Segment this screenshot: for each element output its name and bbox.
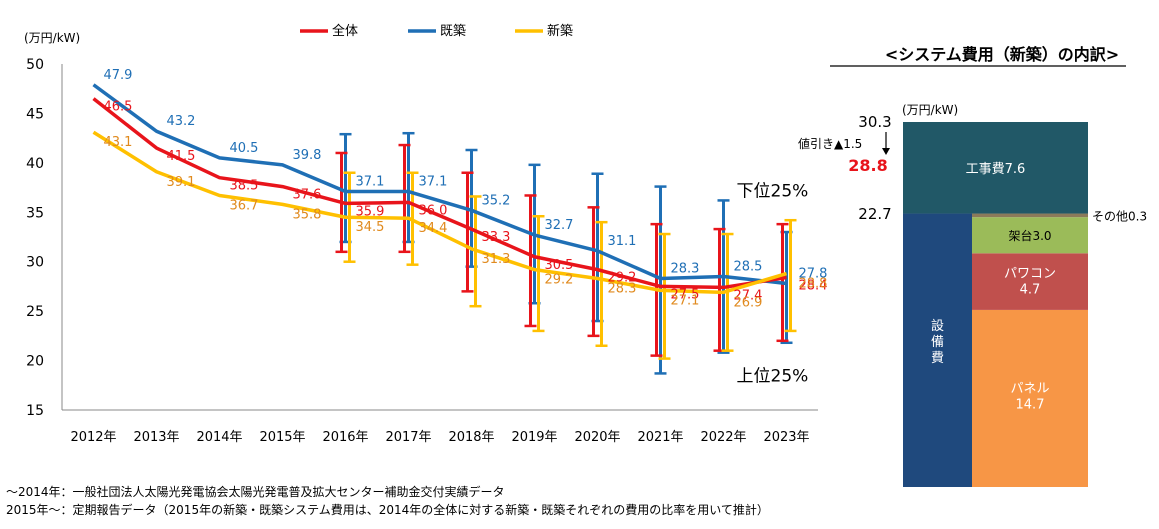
- breakdown-unit-label: (万円/kW): [902, 103, 958, 117]
- series-line: [92, 97, 787, 290]
- legend-label: 新築: [547, 23, 573, 39]
- pcs-label: パワコン 4.7: [1004, 267, 1056, 298]
- data-label: 31.3: [482, 252, 511, 267]
- annotation-label: 上位25%: [737, 366, 809, 386]
- data-label: 43.1: [104, 135, 133, 150]
- breakdown-title: <システム費用（新築）の内訳>: [885, 45, 1119, 64]
- x-tick-label: 2012年: [70, 430, 116, 445]
- data-label: 32.7: [545, 218, 574, 233]
- data-label: 27.1: [671, 293, 700, 308]
- data-label: 29.2: [545, 273, 574, 288]
- data-label: 41.5: [167, 149, 196, 164]
- y-tick-label: 40: [26, 156, 44, 172]
- mount-label: 架台3.0: [1008, 228, 1051, 243]
- series-line: [92, 130, 787, 295]
- data-label: 35.8: [293, 207, 322, 222]
- data-label: 36.0: [419, 203, 448, 218]
- data-label: 28.8: [799, 277, 828, 292]
- discount-arrow-head: [882, 148, 890, 155]
- data-label: 37.6: [293, 188, 322, 203]
- data-label: 35.2: [482, 193, 511, 208]
- data-label: 28.5: [734, 260, 763, 275]
- y-tick-label: 25: [26, 304, 44, 320]
- panel-label: パネル 14.7: [1010, 381, 1049, 412]
- x-tick-label: 2018年: [448, 430, 494, 445]
- data-label: 47.9: [104, 68, 133, 83]
- data-label: 27.5: [671, 287, 700, 302]
- x-tick-label: 2019年: [511, 430, 557, 445]
- construction-segment: [903, 122, 1088, 214]
- x-tick-label: 2017年: [385, 430, 431, 445]
- data-label: 37.1: [356, 175, 385, 190]
- x-tick-label: 2020年: [574, 430, 620, 445]
- other-segment: [972, 213, 1088, 218]
- legend-label: 既築: [440, 24, 466, 39]
- data-label: 30.5: [545, 258, 574, 273]
- total-value: 30.3: [858, 113, 891, 131]
- mount-segment: [972, 217, 1088, 254]
- data-label: 34.4: [419, 221, 448, 236]
- series-line: [92, 83, 787, 286]
- data-label: 38.5: [230, 179, 259, 194]
- y-tick-label: 15: [26, 403, 44, 419]
- x-tick-label: 2014年: [196, 430, 242, 445]
- y-tick-label: 30: [26, 255, 44, 271]
- data-label: 29.2: [608, 271, 637, 286]
- y-tick-label: 50: [26, 57, 44, 73]
- data-label: 35.9: [356, 204, 385, 219]
- data-label: 46.5: [104, 100, 133, 115]
- x-tick-label: 2015年: [259, 430, 305, 445]
- construction-label: 工事費7.6: [966, 162, 1026, 177]
- data-label: 28.3: [608, 282, 637, 297]
- data-label: 28.3: [671, 262, 700, 277]
- x-tick-label: 2016年: [322, 430, 368, 445]
- data-label: 37.1: [419, 175, 448, 190]
- other-label: その他0.3: [1092, 209, 1147, 223]
- x-tick-label: 2023年: [763, 430, 809, 445]
- discount-label: 値引き▲1.5: [798, 136, 862, 151]
- x-tick-label: 2013年: [133, 430, 179, 445]
- equipment-label: 設備費: [931, 318, 944, 366]
- panel-segment: [972, 309, 1088, 487]
- y-tick-label: 20: [26, 354, 44, 370]
- data-label: 27.4: [734, 288, 763, 303]
- y-tick-label: 45: [26, 106, 44, 122]
- equipment-bar: [903, 213, 972, 488]
- x-tick-label: 2021年: [637, 430, 683, 445]
- annotation-label: 下位25%: [737, 182, 809, 202]
- data-label: 34.5: [356, 220, 385, 235]
- data-label: 36.7: [230, 198, 259, 213]
- data-label: 26.9: [734, 295, 763, 310]
- data-label: 33.3: [482, 230, 511, 245]
- source-note-1: ～2014年：一般社団法人太陽光発電協会太陽光発電普及拡大センター補助金交付実績…: [6, 485, 505, 499]
- pcs-segment: [972, 253, 1088, 310]
- price-trend-chart: (万円/kW) 15 20 25 30 35 40 45 50 2012年 2013年 2014年 20…: [24, 23, 828, 445]
- y-tick-label: 35: [26, 205, 44, 221]
- x-tick-label: 2022年: [700, 430, 746, 445]
- equipment-total-value: 22.7: [858, 205, 891, 223]
- data-label: 43.2: [167, 114, 196, 129]
- data-label: 39.1: [167, 175, 196, 190]
- y-axis-unit-label: (万円/kW): [24, 31, 80, 45]
- data-label: 31.1: [608, 234, 637, 249]
- data-label: 27.8: [799, 266, 828, 281]
- source-note-2: 2015年～：定期報告データ（2015年の新築・既築システム費用は、2014年の…: [6, 503, 769, 517]
- data-label: 40.5: [230, 141, 259, 156]
- data-label: 39.8: [293, 148, 322, 163]
- net-total-value: 28.8: [848, 156, 887, 175]
- legend-label: 全体: [332, 23, 358, 39]
- data-label: 28.4: [799, 279, 828, 294]
